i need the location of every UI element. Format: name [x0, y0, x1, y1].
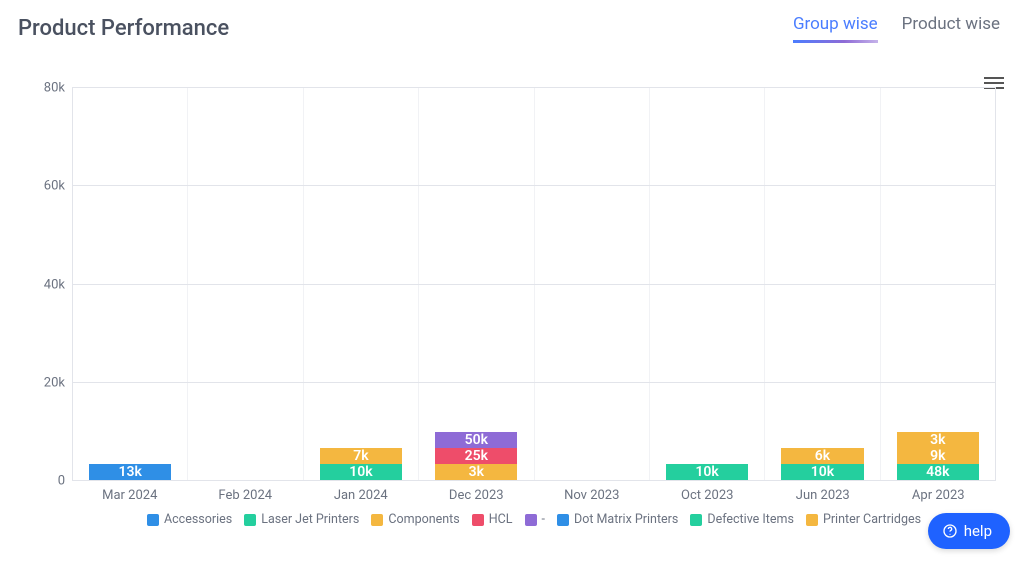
chart-plot-area: 13k10k7k3k25k50k10k10k6k48k9k3k 020k40k6… [72, 87, 996, 481]
legend-item[interactable]: Components [371, 512, 459, 527]
tab-product-wise[interactable]: Product wise [902, 14, 1000, 43]
help-button[interactable]: help [928, 513, 1010, 549]
y-tick-label: 40k [44, 277, 73, 292]
legend-swatch [690, 514, 702, 526]
chart-legend: Accessories Laser Jet Printers Components H… [72, 512, 996, 527]
bar-segment[interactable]: 9k [897, 448, 979, 464]
help-label: help [964, 522, 992, 540]
legend-item[interactable]: - [525, 512, 545, 527]
legend-label: Defective Items [707, 512, 794, 527]
legend-item[interactable]: Dot Matrix Printers [557, 512, 678, 527]
y-tick-label: 80k [44, 81, 73, 96]
bar-segment[interactable]: 7k [320, 448, 402, 464]
legend-swatch [806, 514, 818, 526]
legend-item[interactable]: HCL [472, 512, 513, 527]
bar-segment[interactable]: 50k [435, 432, 517, 448]
bar-segment[interactable]: 25k [435, 448, 517, 464]
bar-segment[interactable]: 3k [435, 464, 517, 480]
x-tick-label: Mar 2024 [72, 488, 188, 503]
legend-item[interactable]: Defective Items [690, 512, 794, 527]
legend-item[interactable]: Accessories [147, 512, 232, 527]
bar-segment[interactable]: 48k [897, 464, 979, 480]
legend-swatch [147, 514, 159, 526]
y-tick-label: 20k [44, 375, 73, 390]
y-tick-label: 0 [58, 474, 73, 489]
chart-x-axis: Mar 2024Feb 2024Jan 2024Dec 2023Nov 2023… [72, 488, 996, 503]
bar-segment[interactable]: 13k [89, 464, 171, 480]
bar-segment[interactable]: 3k [897, 432, 979, 448]
x-tick-label: Jun 2023 [765, 488, 881, 503]
legend-label: Printer Cartridges [823, 512, 921, 527]
bar-segment[interactable]: 10k [666, 464, 748, 480]
x-tick-label: Nov 2023 [534, 488, 650, 503]
x-tick-label: Feb 2024 [188, 488, 304, 503]
x-tick-label: Apr 2023 [881, 488, 997, 503]
x-tick-label: Oct 2023 [650, 488, 766, 503]
bar-segment[interactable]: 10k [320, 464, 402, 480]
legend-label: Dot Matrix Printers [574, 512, 678, 527]
tab-group-wise[interactable]: Group wise [793, 14, 878, 43]
view-tabs: Group wise Product wise [793, 14, 1008, 43]
legend-label: Accessories [164, 512, 232, 527]
legend-label: - [542, 512, 545, 527]
legend-swatch [371, 514, 383, 526]
product-performance-chart: 13k10k7k3k25k50k10k10k6k48k9k3k 020k40k6… [16, 87, 1008, 527]
legend-label: Laser Jet Printers [261, 512, 359, 527]
legend-swatch [472, 514, 484, 526]
legend-swatch [557, 514, 569, 526]
legend-item[interactable]: Printer Cartridges [806, 512, 921, 527]
x-tick-label: Jan 2024 [303, 488, 419, 503]
card-title: Product Performance [18, 16, 229, 41]
legend-item[interactable]: Laser Jet Printers [244, 512, 359, 527]
card-header: Product Performance Group wise Product w… [16, 10, 1008, 51]
bar-segment[interactable]: 10k [781, 464, 863, 480]
x-tick-label: Dec 2023 [419, 488, 535, 503]
legend-swatch [525, 514, 537, 526]
bar-segment[interactable]: 6k [781, 448, 863, 464]
legend-label: HCL [489, 512, 513, 527]
y-tick-label: 60k [44, 179, 73, 194]
legend-swatch [244, 514, 256, 526]
legend-label: Components [388, 512, 459, 527]
